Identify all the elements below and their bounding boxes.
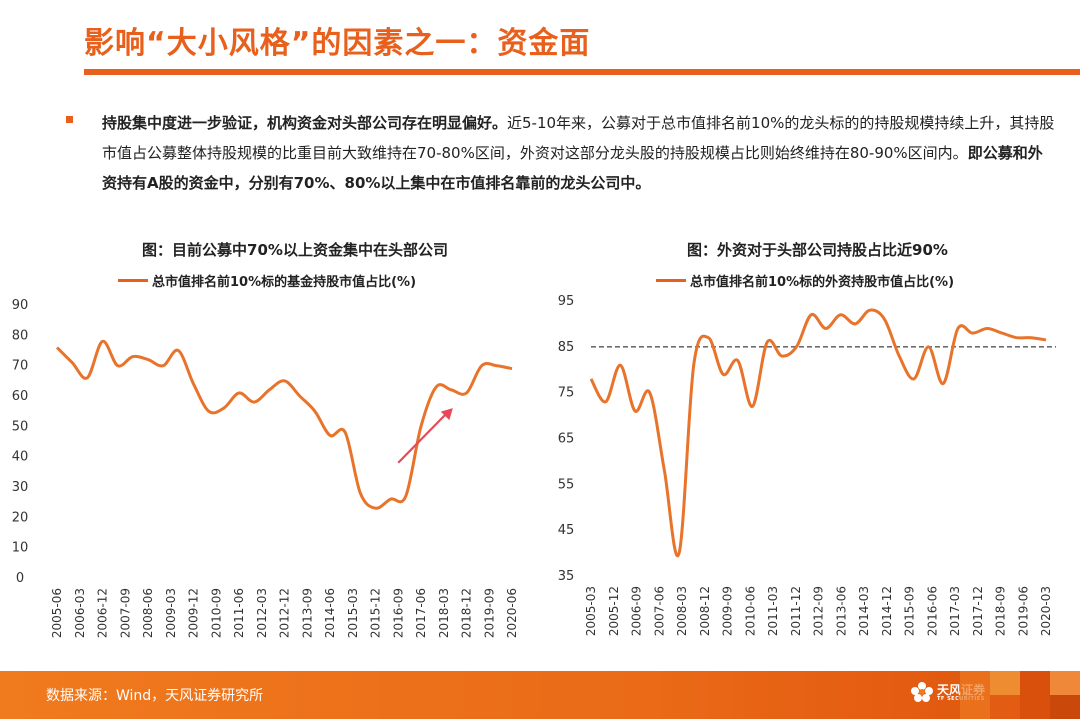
- chart1-y-tick: 90: [12, 298, 29, 313]
- chart1-x-tick: 2013-09: [300, 588, 314, 638]
- chart1-x-tick: 2007-09: [118, 588, 132, 638]
- chart1-x-tick: 2006-12: [96, 588, 110, 638]
- chart1-x-tick: 2015-12: [369, 588, 383, 638]
- chart2-y-tick: 55: [558, 477, 575, 492]
- chart2-legend: 总市值排名前10%标的外资持股市值占比(%): [656, 271, 954, 290]
- title-divider: [84, 69, 1080, 75]
- flower-icon: [911, 682, 933, 702]
- chart2-x-tick: 2011-12: [789, 586, 803, 636]
- bullet-body: 近5-10年来，公募对于总市值排名前10%的龙头标的的持股规模持续上升，其持股市…: [102, 114, 1055, 162]
- chart2-series-line: [589, 308, 1047, 558]
- chart2-plot: 35 45 55 65 75 85 95 2005-03 2005-12 2006-09 2007-…: [558, 294, 1056, 636]
- chart2-legend-swatch: [656, 279, 686, 282]
- chart2-y-tick: 95: [558, 294, 575, 309]
- bullet-bold-conclusion: 即公募和外资持有A股的资金中，分别有70%、80%以上集中在市值排名靠前的龙头公…: [102, 144, 1043, 192]
- chart2-title: 图：外资对于头部公司持股占比近90%: [687, 241, 948, 259]
- chart1-legend-swatch: [118, 279, 148, 282]
- footer-source: 数据来源：Wind，天风证券研究所: [46, 688, 264, 704]
- chart1-y-tick: 0: [16, 571, 24, 586]
- chart2-x-tick: 2005-12: [607, 586, 621, 636]
- chart2-x-tick: 2020-03: [1039, 586, 1053, 636]
- chart1-y-tick: 40: [12, 450, 29, 465]
- chart1-x-tick: 2009-12: [187, 588, 201, 638]
- chart2-x-tick: 2017-12: [971, 586, 985, 636]
- chart2-x-tick: 2007-06: [652, 586, 666, 636]
- chart1-title: 图：目前公募中70%以上资金集中在头部公司: [142, 241, 448, 259]
- chart1-arrow-head: [440, 408, 453, 421]
- chart1-legend: 总市值排名前10%标的基金持股市值占比(%): [118, 271, 416, 290]
- chart1-x-tick: 2010-09: [209, 588, 223, 638]
- chart2-x-tick: 2009-09: [721, 586, 735, 636]
- chart1-x-tick: 2014-06: [323, 588, 337, 638]
- chart2-y-tick: 75: [558, 386, 575, 401]
- chart1-x-tick: 2016-09: [391, 588, 405, 638]
- chart2-x-tick: 2006-09: [630, 586, 644, 636]
- chart2-y-tick: 45: [558, 523, 575, 538]
- chart2-x-tick: 2008-03: [675, 586, 689, 636]
- slide-title: 影响“大小风格”的因素之一：资金面: [84, 26, 591, 61]
- chart1-y-tick: 60: [12, 389, 29, 404]
- chart1-x-tick: 2018-12: [460, 588, 474, 638]
- footer-band: 数据来源：Wind，天风证券研究所 天风证券TF SECURITIES: [0, 671, 1080, 719]
- footer-decoration: [960, 671, 1080, 719]
- chart2-legend-label: 总市值排名前10%标的外资持股市值占比(%): [690, 275, 955, 290]
- chart1-x-tick: 2015-03: [346, 588, 360, 638]
- chart2-y-tick: 85: [558, 340, 575, 355]
- chart1-x-tick: 2011-06: [232, 588, 246, 638]
- chart2-x-tick: 2018-09: [994, 586, 1008, 636]
- chart2-x-tick: 2008-12: [698, 586, 712, 636]
- chart1-x-tick: 2009-03: [164, 588, 178, 638]
- chart1-plot: 0 10 20 30 40 50 60 70 80 90 2005-06 2006-03 2006-12…: [12, 298, 519, 638]
- chart1-x-tick: 2012-03: [255, 588, 269, 638]
- chart1-y-tick: 30: [12, 480, 29, 495]
- bullet-bold-lead: 持股集中度进一步验证，机构资金对头部公司存在明显偏好。: [102, 114, 508, 132]
- chart2-x-tick: 2016-06: [925, 586, 939, 636]
- bullet-text: 持股集中度进一步验证，机构资金对头部公司存在明显偏好。近5-10年来，公募对于总…: [102, 108, 1056, 198]
- chart2-y-tick: 65: [558, 432, 575, 447]
- chart2-x-tick: 2014-12: [880, 586, 894, 636]
- chart1-x-tick: 2006-03: [73, 588, 87, 638]
- chart2-x-tick: 2010-06: [743, 586, 757, 636]
- chart1-y-tick: 80: [12, 328, 29, 343]
- chart1-x-tick: 2018-03: [437, 588, 451, 638]
- bullet-paragraph: 持股集中度进一步验证，机构资金对头部公司存在明显偏好。近5-10年来，公募对于总…: [66, 108, 1056, 198]
- chart1-series-line: [55, 339, 513, 510]
- chart1-x-tick: 2005-06: [50, 588, 64, 638]
- chart2-x-tick: 2017-03: [948, 586, 962, 636]
- chart1-x-tick: 2012-12: [278, 588, 292, 638]
- chart1-y-tick: 10: [12, 541, 29, 556]
- chart1-arrow-shaft: [397, 411, 449, 464]
- chart2-x-tick: 2014-03: [857, 586, 871, 636]
- chart2-x-tick: 2011-03: [766, 586, 780, 636]
- chart2-x-tick: 2013-06: [834, 586, 848, 636]
- chart1-x-tick: 2019-09: [482, 588, 496, 638]
- chart1-y-tick: 20: [12, 510, 29, 525]
- chart2-y-tick: 35: [558, 569, 575, 584]
- chart1-y-tick: 70: [12, 359, 29, 374]
- chart2-x-tick: 2012-09: [812, 586, 826, 636]
- chart1-x-tick: 2008-06: [141, 588, 155, 638]
- chart1-x-tick: 2017-06: [414, 588, 428, 638]
- bullet-square-icon: [66, 116, 73, 123]
- chart2-x-tick: 2005-03: [584, 586, 598, 636]
- chart1-legend-label: 总市值排名前10%标的基金持股市值占比(%): [152, 275, 417, 290]
- chart1-x-tick: 2020-06: [505, 588, 519, 638]
- chart2-x-tick: 2015-09: [903, 586, 917, 636]
- chart1-y-tick: 50: [12, 419, 29, 434]
- chart2-x-tick: 2019-06: [1016, 586, 1030, 636]
